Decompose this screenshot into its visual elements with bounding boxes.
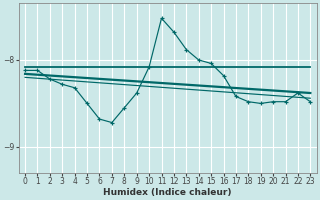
X-axis label: Humidex (Indice chaleur): Humidex (Indice chaleur) xyxy=(103,188,232,197)
